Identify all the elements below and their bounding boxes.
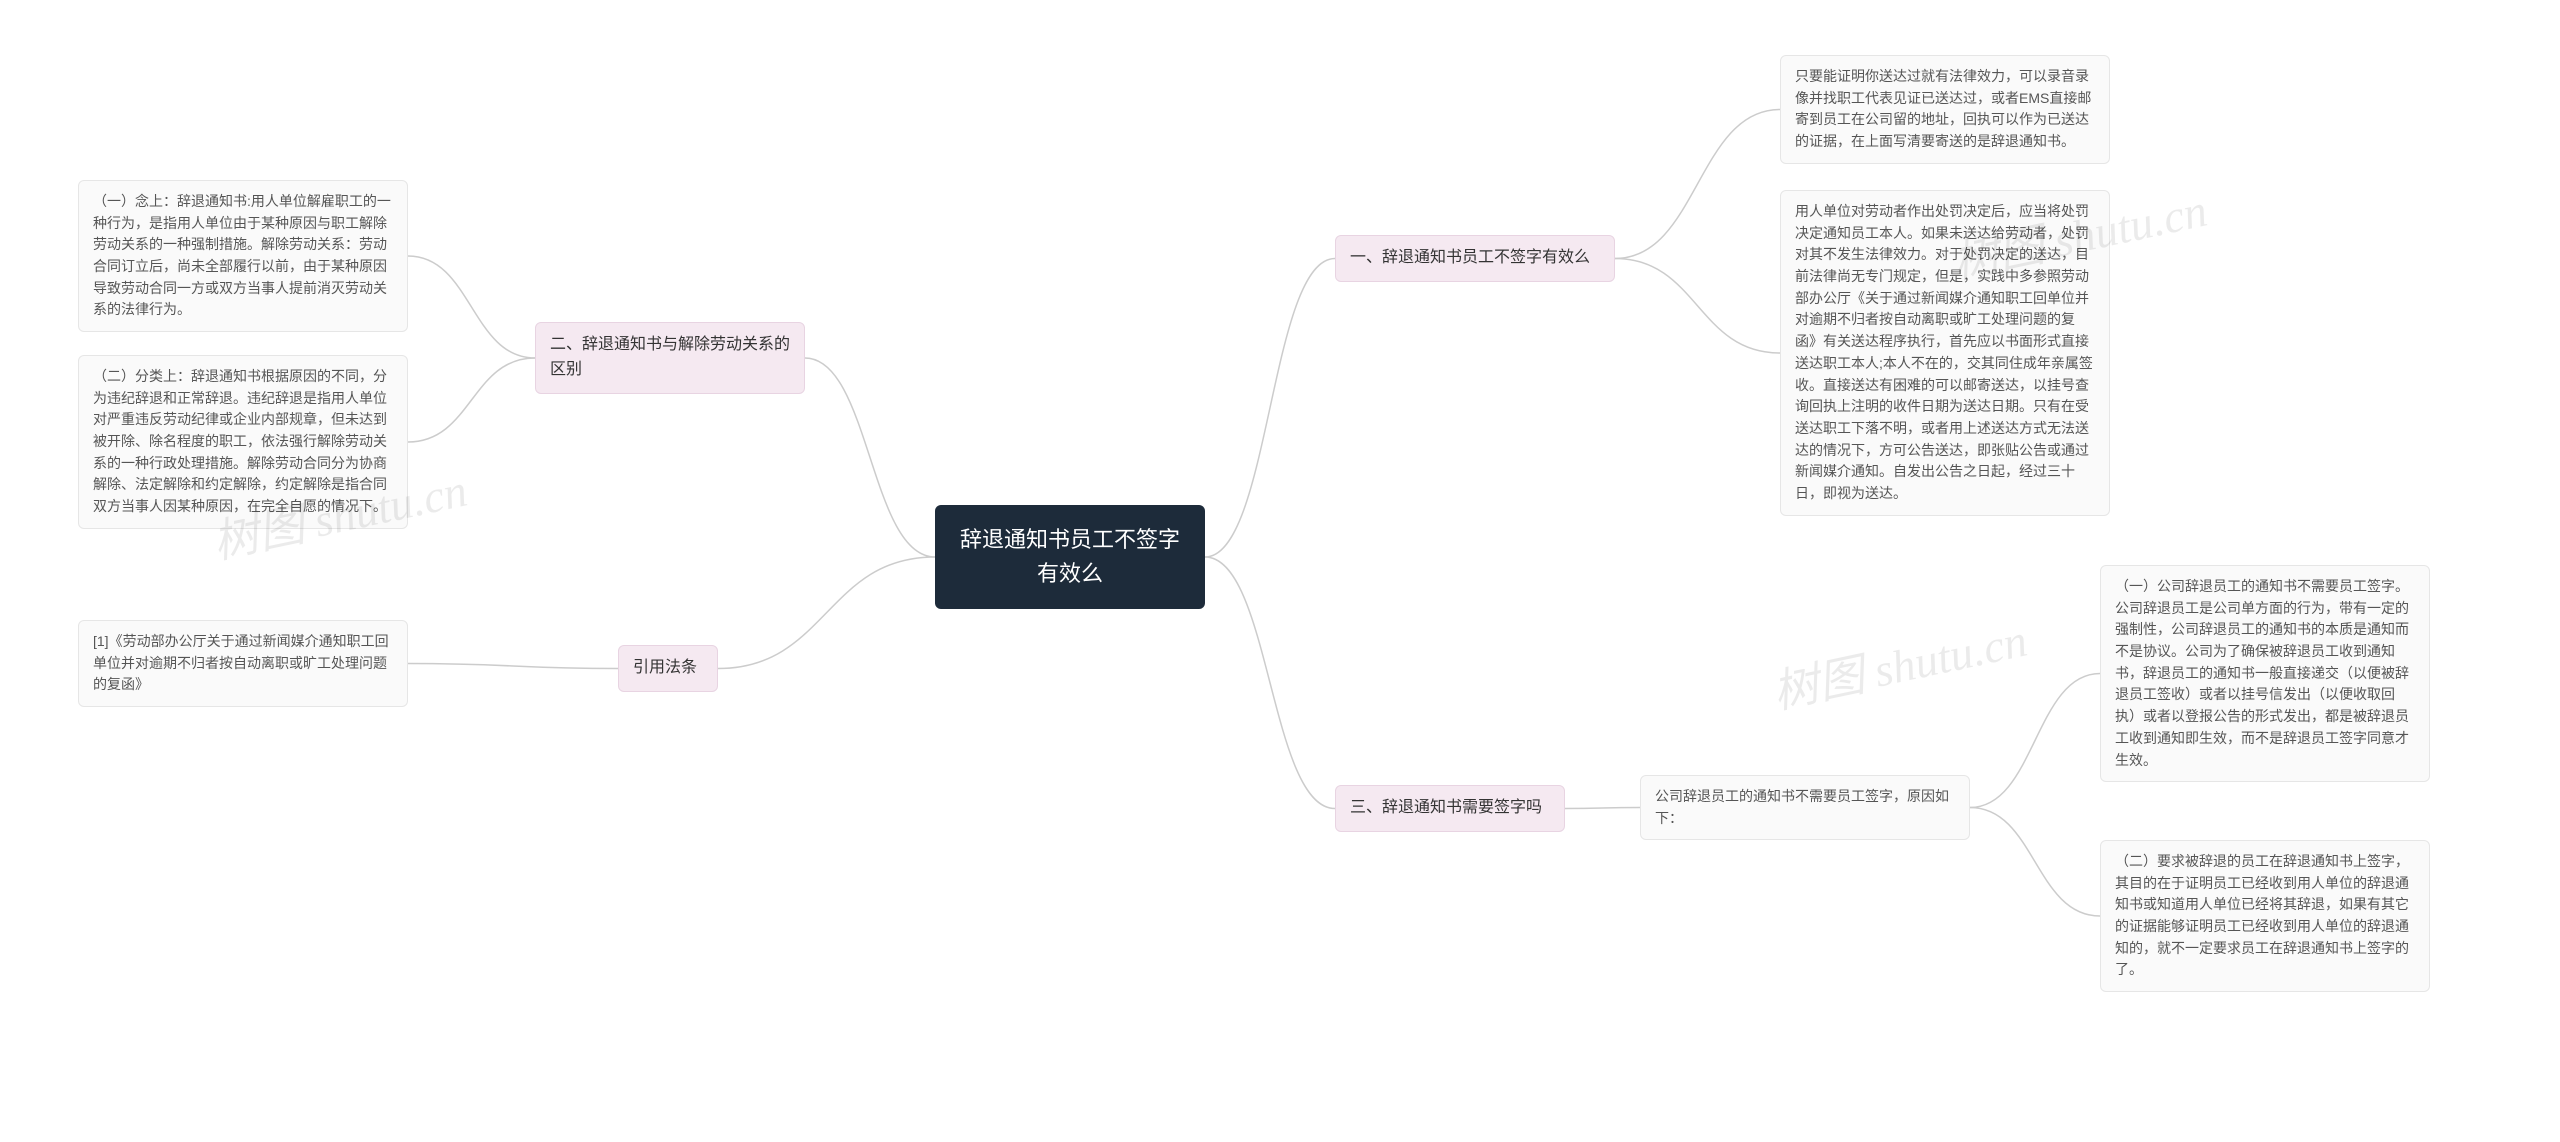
leaf-need-signature-reason2: （二）要求被辞退的员工在辞退通知书上签字，其目的在于证明员工已经收到用人单位的辞… bbox=[2100, 840, 2430, 992]
root-text: 辞退通知书员工不签字有效么 bbox=[960, 527, 1180, 586]
leaf-need-signature-reason1: （一）公司辞退员工的通知书不需要员工签字。公司辞退员工是公司单方面的行为，带有一… bbox=[2100, 565, 2430, 782]
leaf-delivery-procedure: 用人单位对劳动者作出处罚决定后，应当将处罚决定通知员工本人。如果未送达给劳动者，… bbox=[1780, 190, 2110, 516]
leaf-proof-delivery: 只要能证明你送达过就有法律效力，可以录音录像并找职工代表见证已送达过，或者EMS… bbox=[1780, 55, 2110, 164]
mindmap-root: 辞退通知书员工不签字有效么 bbox=[935, 505, 1205, 609]
branch-need-signature: 三、辞退通知书需要签字吗 bbox=[1335, 785, 1565, 832]
leaf-need-signature-intro: 公司辞退员工的通知书不需要员工签字，原因如下： bbox=[1640, 775, 1970, 840]
leaf-text: 用人单位对劳动者作出处罚决定后，应当将处罚决定通知员工本人。如果未送达给劳动者，… bbox=[1795, 203, 2093, 501]
watermark: 树图 shutu.cn bbox=[1766, 604, 2032, 722]
branch-valid-without-signature: 一、辞退通知书员工不签字有效么 bbox=[1335, 235, 1615, 282]
leaf-citation-1: [1]《劳动部办公厅关于通过新闻媒介通知职工回单位并对逾期不归者按自动离职或旷工… bbox=[78, 620, 408, 707]
leaf-definition-category: （二）分类上：辞退通知书根据原因的不同，分为违纪辞退和正常辞退。违纪辞退是指用人… bbox=[78, 355, 408, 529]
leaf-definition-concept: （一）念上：辞退通知书:用人单位解雇职工的一种行为，是指用人单位由于某种原因与职… bbox=[78, 180, 408, 332]
branch-citation: 引用法条 bbox=[618, 645, 718, 692]
leaf-text: （一）念上：辞退通知书:用人单位解雇职工的一种行为，是指用人单位由于某种原因与职… bbox=[93, 193, 391, 317]
branch-label: 二、辞退通知书与解除劳动关系的区别 bbox=[550, 336, 790, 378]
branch-difference: 二、辞退通知书与解除劳动关系的区别 bbox=[535, 322, 805, 394]
branch-label: 三、辞退通知书需要签字吗 bbox=[1350, 799, 1542, 816]
leaf-text: 公司辞退员工的通知书不需要员工签字，原因如下： bbox=[1655, 788, 1949, 826]
leaf-text: 只要能证明你送达过就有法律效力，可以录音录像并找职工代表见证已送达过，或者EMS… bbox=[1795, 68, 2091, 149]
branch-label: 引用法条 bbox=[633, 659, 697, 676]
leaf-text: （二）分类上：辞退通知书根据原因的不同，分为违纪辞退和正常辞退。违纪辞退是指用人… bbox=[93, 368, 387, 514]
leaf-text: （二）要求被辞退的员工在辞退通知书上签字，其目的在于证明员工已经收到用人单位的辞… bbox=[2115, 853, 2409, 977]
branch-label: 一、辞退通知书员工不签字有效么 bbox=[1350, 249, 1590, 266]
leaf-text: [1]《劳动部办公厅关于通过新闻媒介通知职工回单位并对逾期不归者按自动离职或旷工… bbox=[93, 633, 389, 692]
leaf-text: （一）公司辞退员工的通知书不需要员工签字。公司辞退员工是公司单方面的行为，带有一… bbox=[2115, 578, 2409, 768]
